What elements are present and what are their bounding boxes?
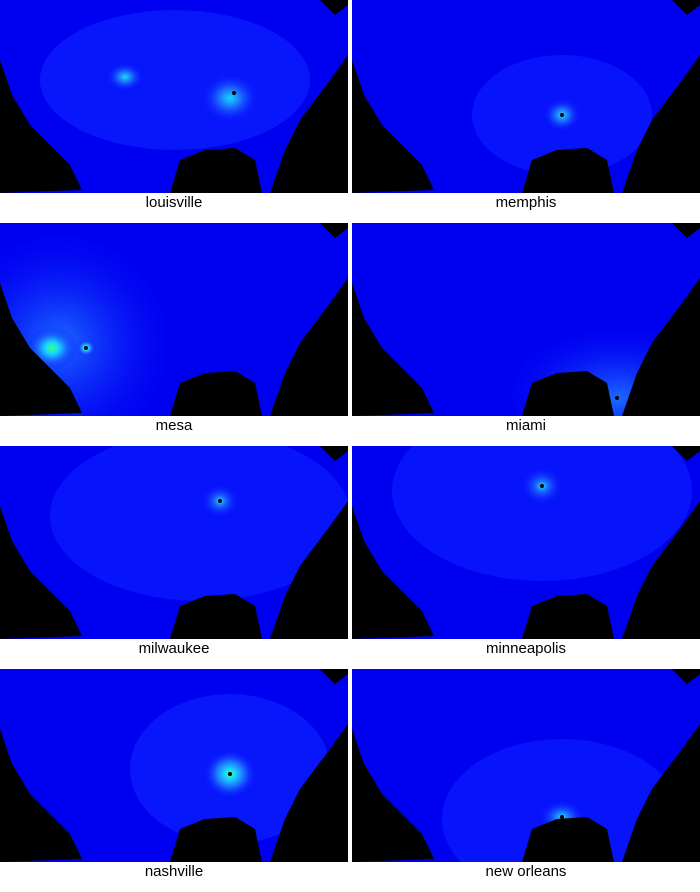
heat-spot	[107, 63, 143, 91]
panel-minneapolis: minneapolis	[352, 446, 700, 669]
land-east	[270, 724, 348, 862]
land-west	[0, 729, 82, 862]
city-marker	[84, 346, 88, 350]
heat-region	[442, 739, 682, 862]
heatmap-new-orleans	[352, 669, 700, 862]
panel-nashville: nashville	[0, 669, 348, 892]
city-marker	[218, 499, 222, 503]
heatmap-minneapolis	[352, 446, 700, 639]
heatmap-mesa	[0, 223, 348, 416]
heat-spot	[202, 74, 258, 122]
heatmap-louisville	[0, 0, 348, 193]
panel-miami: miami	[352, 223, 700, 446]
heat-region	[50, 446, 348, 601]
heatmap-miami	[352, 223, 700, 416]
heat-region	[40, 10, 310, 150]
land-south	[522, 817, 614, 862]
land-west	[352, 283, 434, 416]
land-northeast	[320, 669, 348, 684]
land-west	[0, 283, 82, 416]
city-marker	[560, 113, 564, 117]
land-west	[0, 506, 82, 639]
panel-new-orleans: new orleans	[352, 669, 700, 892]
city-marker	[228, 772, 232, 776]
panel-milwaukee: milwaukee	[0, 446, 348, 669]
panel-label: louisville	[145, 194, 203, 211]
land-south	[170, 371, 262, 416]
panel-louisville: louisville	[0, 0, 348, 223]
land-east	[622, 278, 700, 416]
panel-mesa: mesa	[0, 223, 348, 446]
land-south	[522, 148, 614, 193]
land-east	[622, 501, 700, 639]
land-northeast	[320, 446, 348, 461]
land-south	[170, 594, 262, 639]
panel-label: new orleans	[485, 863, 567, 880]
land-west	[352, 729, 434, 862]
land-west	[352, 506, 434, 639]
heatmap-milwaukee	[0, 446, 348, 639]
panel-label: milwaukee	[138, 640, 210, 657]
heatmap-memphis	[352, 0, 700, 193]
land-east	[270, 278, 348, 416]
land-east	[270, 501, 348, 639]
land-east	[622, 724, 700, 862]
land-west	[0, 60, 82, 193]
land-south	[170, 148, 262, 193]
land-northeast	[672, 446, 700, 461]
city-marker	[540, 484, 544, 488]
panel-label: mesa	[155, 417, 193, 434]
land-south	[522, 594, 614, 639]
land-northeast	[320, 0, 348, 15]
land-east	[622, 55, 700, 193]
panel-label: miami	[506, 417, 546, 434]
land-south	[522, 371, 614, 416]
panel-label: minneapolis	[485, 640, 567, 657]
panel-label: memphis	[495, 194, 557, 211]
panel-memphis: memphis	[352, 0, 700, 223]
land-northeast	[672, 0, 700, 15]
land-south	[170, 817, 262, 862]
land-west	[352, 60, 434, 193]
city-marker	[615, 396, 619, 400]
city-marker	[560, 815, 564, 819]
city-marker	[232, 91, 236, 95]
land-northeast	[672, 223, 700, 238]
land-east	[270, 55, 348, 193]
panel-label: nashville	[144, 863, 204, 880]
land-northeast	[320, 223, 348, 238]
heatmap-nashville	[0, 669, 348, 862]
land-northeast	[672, 669, 700, 684]
heat-region	[392, 446, 692, 581]
